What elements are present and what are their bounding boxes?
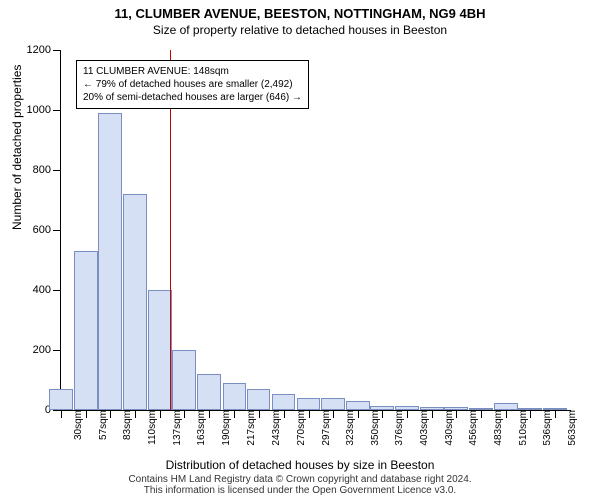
xtick-label: 483sqm bbox=[483, 410, 504, 446]
xtick-label: 57sqm bbox=[88, 410, 109, 440]
ytick-label: 600 bbox=[33, 224, 61, 236]
xtick-label: 323sqm bbox=[335, 410, 356, 446]
xtick-label: 297sqm bbox=[311, 410, 332, 446]
histogram-bar bbox=[49, 389, 73, 410]
histogram-bar bbox=[321, 398, 345, 410]
histogram-bar bbox=[247, 389, 271, 410]
histogram-bar bbox=[98, 113, 122, 410]
histogram-bar bbox=[172, 350, 196, 410]
ytick-label: 1200 bbox=[27, 44, 61, 56]
xtick-label: 217sqm bbox=[236, 410, 257, 446]
footer-line2: This information is licensed under the O… bbox=[0, 485, 600, 496]
xtick bbox=[110, 410, 111, 418]
y-axis-label: Number of detached properties bbox=[10, 65, 24, 230]
histogram-bar bbox=[272, 394, 296, 411]
chart-area: 02004006008001000120030sqm57sqm83sqm110s… bbox=[60, 50, 570, 410]
histogram-bar bbox=[74, 251, 98, 410]
xtick bbox=[309, 410, 310, 418]
ytick-label: 800 bbox=[33, 164, 61, 176]
xtick-label: 376sqm bbox=[384, 410, 405, 446]
annotation-line: 11 CLUMBER AVENUE: 148sqm bbox=[83, 65, 302, 78]
annotation-line: 20% of semi-detached houses are larger (… bbox=[83, 91, 302, 104]
xtick-label: 510sqm bbox=[508, 410, 529, 446]
xtick bbox=[61, 410, 62, 418]
xtick-label: 563sqm bbox=[557, 410, 578, 446]
xtick-label: 403sqm bbox=[409, 410, 430, 446]
xtick-label: 430sqm bbox=[434, 410, 455, 446]
xtick bbox=[284, 410, 285, 418]
xtick bbox=[432, 410, 433, 418]
histogram-bar bbox=[346, 401, 370, 410]
xtick bbox=[456, 410, 457, 418]
xtick bbox=[382, 410, 383, 418]
histogram-bar bbox=[148, 290, 172, 410]
xtick bbox=[506, 410, 507, 418]
plot-area: 02004006008001000120030sqm57sqm83sqm110s… bbox=[60, 50, 571, 411]
histogram-bar bbox=[197, 374, 221, 410]
xtick-label: 243sqm bbox=[261, 410, 282, 446]
xtick bbox=[333, 410, 334, 418]
annotation-line: ← 79% of detached houses are smaller (2,… bbox=[83, 78, 302, 91]
histogram-bar bbox=[297, 398, 321, 410]
xtick bbox=[358, 410, 359, 418]
xtick-label: 83sqm bbox=[112, 410, 133, 440]
xtick-label: 270sqm bbox=[286, 410, 307, 446]
histogram-bar bbox=[223, 383, 247, 410]
xtick-label: 456sqm bbox=[458, 410, 479, 446]
xtick-label: 30sqm bbox=[63, 410, 84, 440]
histogram-bar bbox=[123, 194, 147, 410]
xtick-label: 163sqm bbox=[186, 410, 207, 446]
xtick-label: 137sqm bbox=[162, 410, 183, 446]
title-sub: Size of property relative to detached ho… bbox=[0, 21, 600, 37]
ytick-label: 400 bbox=[33, 284, 61, 296]
histogram-bar bbox=[494, 403, 518, 411]
xtick-label: 350sqm bbox=[360, 410, 381, 446]
footer-line1: Contains HM Land Registry data © Crown c… bbox=[0, 474, 600, 485]
xtick bbox=[407, 410, 408, 418]
xtick-label: 536sqm bbox=[532, 410, 553, 446]
annotation-box: 11 CLUMBER AVENUE: 148sqm← 79% of detach… bbox=[76, 60, 309, 109]
ytick-label: 200 bbox=[33, 344, 61, 356]
title-main: 11, CLUMBER AVENUE, BEESTON, NOTTINGHAM,… bbox=[0, 0, 600, 21]
ytick-label: 1000 bbox=[27, 104, 61, 116]
x-axis-label: Distribution of detached houses by size … bbox=[0, 458, 600, 472]
xtick-label: 190sqm bbox=[211, 410, 232, 446]
xtick bbox=[481, 410, 482, 418]
footer-attribution: Contains HM Land Registry data © Crown c… bbox=[0, 474, 600, 496]
xtick bbox=[86, 410, 87, 418]
xtick-label: 110sqm bbox=[137, 410, 158, 445]
xtick bbox=[259, 410, 260, 418]
